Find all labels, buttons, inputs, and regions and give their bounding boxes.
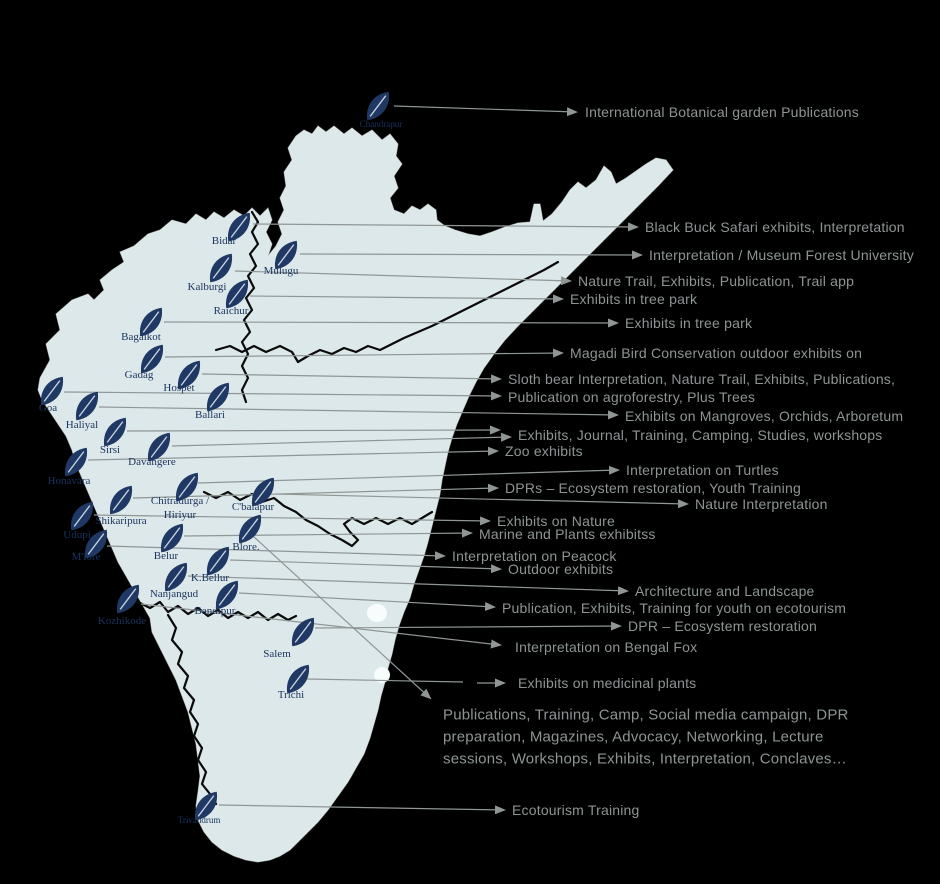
annotation-arrow [238,592,496,611]
state-border-line [240,210,260,404]
annotation-arrow [163,318,619,328]
annotation-arrow [187,575,629,596]
place-label-chandrapur: Chandrapur [360,119,403,129]
annotation-arrow [275,493,689,509]
place-label-mulugu: Mulugu [264,265,299,277]
annotation-arrow [306,678,464,683]
place-label-salem: Salem [263,648,291,660]
leaf-marker-bandipur [215,580,239,610]
leaf-marker-bidar [227,212,251,242]
leaf-marker-haliyal [75,391,99,421]
annotation-arrow [218,804,506,815]
annotation-arrow [201,373,502,384]
annotation-arrow [93,514,491,526]
place-label-haliyal: Haliyal [66,419,98,431]
leaf-marker-davangere [147,432,171,462]
annotation-arrow [234,270,572,286]
annotation-arrow [393,105,578,117]
place-label-belur: Belur [154,550,179,562]
annotation-arrow [252,535,432,700]
annotation-arrow [63,391,502,401]
state-border-line [136,600,298,622]
annotation-arrow [140,603,502,649]
place-label-trichi: Trichi [278,689,305,701]
annotation-arrow [171,432,512,447]
leaf-marker-shikaripura [109,485,133,515]
place-label-blore: Blore. [232,541,259,553]
place-label-raichur: Raichur [214,305,249,317]
place-label-hospet: Hospet [163,382,194,394]
place-label-kozhikode: Kozhikode [98,615,146,627]
state-border-line [202,490,434,548]
leaf-marker-chandrapur [366,91,390,121]
annotation-arrow [183,528,473,538]
place-label-nanjangud: Nanjangud [150,588,199,600]
place-label-trivandrum: Trivandrum [178,815,221,825]
leaf-marker-gadag [140,344,164,374]
leaf-marker-c-balapur [251,477,275,507]
leaf-marker-raichur [225,279,249,309]
place-label-sirsi: Sirsi [100,444,120,456]
annotation-arrow [132,483,499,499]
place-label-bandipur: Bandipur [195,605,236,617]
place-label-m-lore: M'lore [72,551,101,563]
leaf-marker-kalburgi [209,253,233,283]
annotation-arrow [229,559,502,574]
place-label-ballari: Ballari [195,409,225,421]
leaf-marker-blore [238,514,262,544]
annotation-arrow [314,621,622,631]
place-label-udupi: Udupi [63,529,91,541]
annotation-arrow [126,425,501,435]
annotation-arrow [98,406,619,420]
place-label-shikaripura: Shikaripura [95,515,146,527]
leaf-marker-trichi [286,664,310,694]
place-label-k-bellur: K.Bellur [191,572,230,584]
leaf-marker-honavara [64,447,88,477]
leaf-marker-bagalkot [139,307,163,337]
leaf-marker-chitradurga-hiriyur [175,472,199,502]
leaf-marker-mulugu [274,240,298,270]
state-border-line [214,260,560,364]
leaf-marker-hospet [177,360,201,390]
leaf-marker-nanjangud [164,562,188,592]
place-label-honavara: Honavara [48,475,91,487]
south-india-map-silhouette [37,125,674,863]
place-label-bagalkot: Bagalkot [121,331,161,343]
leaf-marker-ballari [206,382,230,412]
place-label-bidar: Bidar [212,235,237,247]
place-label-kalburgi: Kalburgi [188,281,227,293]
leaf-marker-udupi [70,501,94,531]
leaf-marker-belur [160,523,184,553]
annotation-arrow [299,250,643,260]
coastal-highlight-patch [367,604,387,622]
leaf-marker-trivandrum [194,791,218,821]
leaf-marker-kozhikode [116,584,140,614]
annotation-arrow [249,294,564,304]
leaf-marker-goa [40,376,64,406]
place-label-chitradurga-hiriyur: Hiriyur [164,509,197,521]
coastal-highlight-patch [374,667,390,683]
leaf-marker-sirsi [103,417,127,447]
place-label-davangere: Davangere [128,456,176,468]
leaf-marker-k-bellur [206,546,230,576]
place-label-goa: Goa [39,402,57,414]
leaf-marker-salem [291,617,315,647]
annotation-arrow [164,348,564,358]
place-label-chitradurga-hiriyur: Chitradurga / [151,495,210,507]
place-label-gadag: Gadag [125,369,154,381]
leaf-marker-m-lore [84,529,108,559]
annotation-arrow [252,222,639,232]
place-label-c-balapur: C'balapur [232,501,275,513]
state-border-line [166,613,218,806]
